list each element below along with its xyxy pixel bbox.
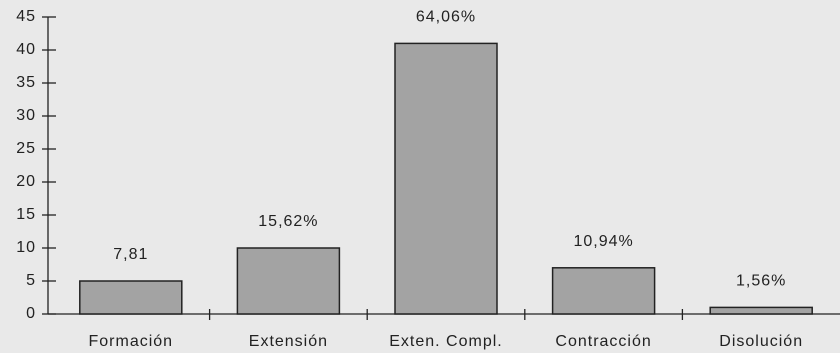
y-tick-label: 40 [16,41,36,58]
bar [551,267,656,315]
x-tick-label: Disolución [719,333,803,350]
y-tick-label: 45 [16,8,36,25]
x-tick-label: Contracción [555,333,651,350]
y-tick-label: 15 [16,206,36,223]
y-tick-label: 25 [16,140,36,157]
bar-annotation: 10,94% [573,233,633,250]
bar [394,42,498,315]
bar-annotation: 64,06% [416,9,476,26]
bar-annotation: 15,62% [258,213,318,230]
y-tick-label: 0 [26,305,36,322]
y-tick-label: 35 [16,74,36,91]
x-tick-label: Extensión [249,333,328,350]
x-tick-label: Formación [89,333,174,350]
bar-annotation: 7,81 [113,246,148,263]
x-tick-label: Exten. Compl. [389,333,502,350]
y-tick-label: 10 [16,239,36,256]
bar [709,306,813,315]
bar-annotation: 1,56% [736,273,786,290]
y-tick-label: 30 [16,107,36,124]
y-tick-label: 20 [16,173,36,190]
bar [236,247,341,315]
y-tick-label: 5 [26,272,36,289]
bar [79,280,183,315]
